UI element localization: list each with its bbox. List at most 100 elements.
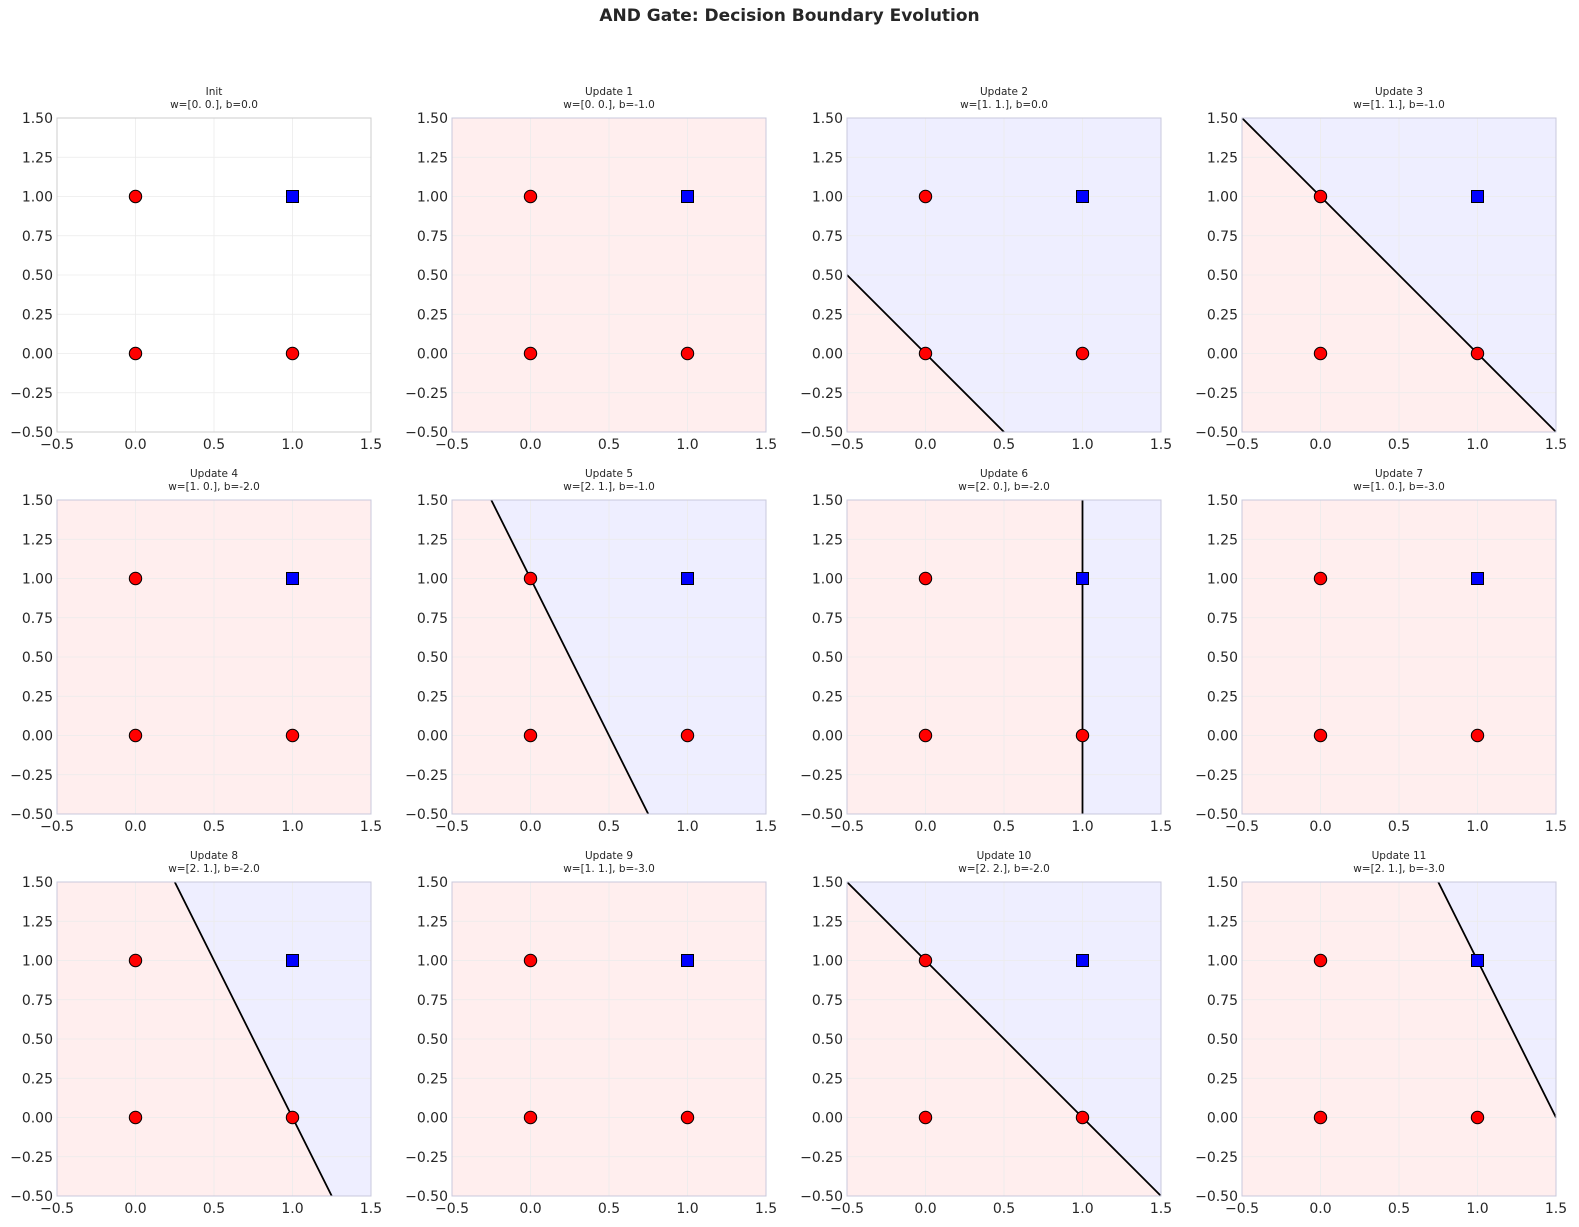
data-point-class0: [1313, 1110, 1328, 1125]
axes-frame: [846, 881, 1162, 1197]
y-tick-label: −0.25: [405, 1150, 448, 1166]
decision-boundary-line: [490, 499, 650, 815]
x-tick-label: 0.5: [993, 1201, 1015, 1217]
y-tick-label: 1.50: [1207, 875, 1238, 891]
x-tick-label: 0.0: [519, 437, 541, 453]
y-tick-label: 0.00: [22, 347, 53, 363]
y-tick-label: 0.25: [1207, 689, 1238, 705]
x-tick-label: 1.5: [360, 437, 382, 453]
y-tick-label: 0.25: [417, 1071, 448, 1087]
y-tick-label: −0.25: [405, 386, 448, 402]
y-tick-label: 0.50: [417, 268, 448, 284]
data-point-class0: [680, 1110, 695, 1125]
panel-update-11: −0.5 0.0 0.5 1.0 1.5 −0.50 −0.25 0.00 0.25 0.50 0.…: [1195, 850, 1567, 1217]
x-tick-label: 0.5: [1388, 1201, 1410, 1217]
y-tick-label: 0.25: [22, 689, 53, 705]
x-tick-label: 1.0: [676, 437, 698, 453]
data-point-class0: [918, 953, 933, 968]
y-tick-label: 0.75: [1207, 611, 1238, 627]
y-tick-label: 0.25: [1207, 307, 1238, 323]
y-tick-label: −0.25: [1195, 768, 1238, 784]
data-point-class1: [286, 190, 299, 203]
x-tick-label: 1.0: [281, 437, 303, 453]
y-tick-label: −0.50: [405, 1189, 448, 1205]
y-tick-label: 0.50: [22, 650, 53, 666]
data-point-class0: [523, 953, 538, 968]
axes-frame: [56, 881, 372, 1197]
panel-update-5: −0.5 0.0 0.5 1.0 1.5 −0.50 −0.25 0.00 0.25 0.50 0.…: [405, 468, 777, 835]
panel-subtitle: w=[0. 0.], b=0.0: [170, 99, 258, 111]
panel-update-6: −0.5 0.0 0.5 1.0 1.5 −0.50 −0.25 0.00 0.25 0.50 0.…: [800, 468, 1172, 835]
data-point-class0: [1470, 728, 1485, 743]
y-tick-label: 0.50: [1207, 1032, 1238, 1048]
y-tick-label: 0.00: [812, 729, 843, 745]
x-tick-label: 1.0: [1071, 437, 1093, 453]
axes-frame: [451, 499, 767, 815]
decision-boundary-line: [173, 881, 333, 1197]
panel-update-2: −0.5 0.0 0.5 1.0 1.5 −0.50 −0.25 0.00 0.25 0.50 0.…: [800, 86, 1172, 453]
x-tick-label: −0.5: [830, 819, 864, 835]
y-tick-label: 0.25: [812, 689, 843, 705]
data-point-class1: [1471, 954, 1484, 967]
y-tick-label: −0.25: [1195, 386, 1238, 402]
data-point-class0: [1470, 346, 1485, 361]
x-tick-label: 0.0: [1309, 437, 1331, 453]
data-point-class0: [1313, 953, 1328, 968]
data-point-class0: [128, 728, 143, 743]
axes-frame: [846, 499, 1162, 815]
panel-subtitle: w=[2. 0.], b=-2.0: [958, 481, 1050, 493]
y-tick-label: 1.00: [812, 572, 843, 588]
y-tick-label: −0.50: [10, 1189, 53, 1205]
x-tick-label: 1.5: [360, 819, 382, 835]
panel-title: Init: [206, 86, 223, 98]
y-tick-label: 1.00: [22, 572, 53, 588]
y-tick-label: 0.75: [22, 993, 53, 1009]
y-tick-label: −0.25: [405, 768, 448, 784]
data-point-class0: [128, 189, 143, 204]
y-tick-label: 1.25: [417, 532, 448, 548]
x-tick-label: 1.5: [1545, 437, 1567, 453]
data-point-class0: [918, 189, 933, 204]
panel-title: Update 11: [1372, 850, 1427, 862]
data-point-class0: [285, 1110, 300, 1125]
x-tick-label: 0.5: [598, 1201, 620, 1217]
axes-frame: [56, 117, 372, 433]
y-tick-label: 1.25: [812, 532, 843, 548]
axes-frame: [56, 499, 372, 815]
y-tick-label: 1.00: [1207, 954, 1238, 970]
panel-title: Update 9: [585, 850, 633, 862]
x-tick-label: 0.5: [993, 437, 1015, 453]
y-tick-label: 1.25: [812, 150, 843, 166]
y-tick-label: 0.00: [812, 1111, 843, 1127]
x-tick-label: 1.0: [281, 1201, 303, 1217]
x-tick-label: 0.5: [1388, 437, 1410, 453]
y-tick-label: 1.00: [417, 954, 448, 970]
panel-update-3: −0.5 0.0 0.5 1.0 1.5 −0.50 −0.25 0.00 0.25 0.50 0.…: [1195, 86, 1567, 453]
y-tick-label: 1.50: [812, 875, 843, 891]
x-tick-label: 0.0: [519, 1201, 541, 1217]
panel-subtitle: w=[1. 1.], b=-3.0: [563, 863, 655, 875]
panel-update-1: −0.5 0.0 0.5 1.0 1.5 −0.50 −0.25 0.00 0.25 0.50 0.…: [405, 86, 777, 453]
data-point-class1: [1076, 954, 1089, 967]
x-tick-label: −0.5: [435, 1201, 469, 1217]
x-tick-label: 0.0: [124, 819, 146, 835]
x-tick-label: −0.5: [40, 437, 74, 453]
data-point-class0: [918, 728, 933, 743]
y-tick-label: 1.50: [417, 493, 448, 509]
y-tick-label: 0.75: [812, 993, 843, 1009]
y-tick-label: −0.50: [405, 425, 448, 441]
data-point-class0: [1075, 1110, 1090, 1125]
x-tick-label: −0.5: [830, 1201, 864, 1217]
x-tick-label: 1.5: [1545, 1201, 1567, 1217]
x-tick-label: 0.5: [598, 819, 620, 835]
y-tick-label: 0.75: [1207, 993, 1238, 1009]
data-point-class0: [285, 346, 300, 361]
x-tick-label: −0.5: [435, 437, 469, 453]
y-tick-label: 0.75: [812, 229, 843, 245]
panel-update-4: −0.5 0.0 0.5 1.0 1.5 −0.50 −0.25 0.00 0.25 0.50 0.…: [10, 468, 382, 835]
y-tick-label: 1.25: [22, 150, 53, 166]
y-tick-label: 1.00: [22, 954, 53, 970]
y-tick-label: 1.25: [417, 150, 448, 166]
y-tick-label: 0.50: [22, 1032, 53, 1048]
y-tick-label: 0.25: [812, 307, 843, 323]
